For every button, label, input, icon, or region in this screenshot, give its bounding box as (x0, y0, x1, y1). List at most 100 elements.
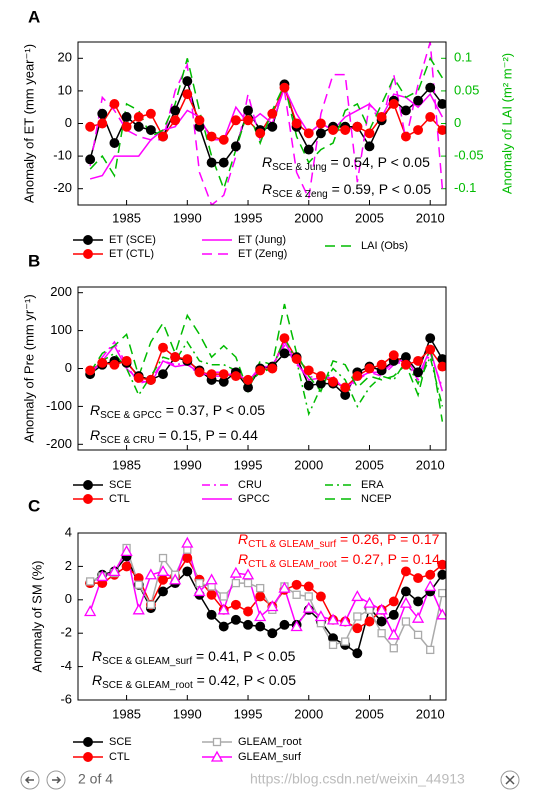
legend-label: CTL (109, 493, 130, 505)
marker (158, 574, 168, 585)
annotation-r: R (90, 402, 100, 418)
marker (279, 333, 290, 344)
marker (158, 131, 168, 142)
marker (399, 596, 413, 608)
pagination: 2 of 4 (78, 771, 113, 787)
marker (388, 609, 399, 620)
marker (145, 108, 156, 119)
annotation-r: R (92, 672, 102, 688)
marker (218, 621, 229, 632)
marker (243, 115, 253, 126)
y-axis-label: Anomaly of SM (%) (29, 561, 44, 673)
marker (413, 95, 424, 106)
legend-item: GPCC (202, 493, 270, 505)
marker (133, 373, 144, 383)
marker (315, 128, 326, 139)
annotation-r: R (238, 551, 248, 567)
series-line (89, 85, 443, 141)
legend-label: SCE (109, 479, 132, 491)
marker (206, 589, 217, 600)
marker (97, 357, 108, 368)
x-tick-label: 1990 (173, 706, 202, 721)
close-button[interactable] (500, 770, 520, 790)
marker (279, 619, 290, 630)
marker (291, 118, 302, 129)
plot-frame (77, 286, 447, 451)
marker (425, 344, 436, 355)
prev-button[interactable] (20, 770, 40, 790)
panel: B Anomaly of Pre (mm yr⁻¹) -200 -100 0 100 200… (21, 251, 447, 505)
next-button[interactable] (46, 770, 66, 790)
marker (256, 583, 265, 593)
x-tick-label: 2010 (416, 210, 445, 225)
marker (85, 577, 95, 586)
marker (425, 82, 436, 93)
marker (144, 568, 157, 580)
annotation: RSCE & Jung = 0.54, P < 0.05 (262, 154, 430, 173)
legend-item: ERA (325, 479, 384, 491)
marker (170, 352, 181, 363)
watermark: https://blog.csdn.net/weixin_44913 (250, 771, 465, 787)
x-tick-label: 2010 (416, 706, 445, 721)
plot-area (85, 303, 446, 422)
legend-label: CRU (238, 479, 262, 491)
marker (212, 737, 222, 747)
marker (303, 128, 314, 139)
marker (109, 98, 120, 109)
marker (83, 494, 93, 504)
marker (230, 371, 241, 382)
marker (388, 98, 399, 109)
y-tick-label: -200 (46, 436, 72, 451)
marker (400, 105, 411, 116)
marker (121, 121, 132, 132)
x-tick-label: 1985 (112, 706, 141, 721)
marker (132, 603, 145, 615)
annotation-sub: SCE & GPCC (100, 410, 162, 421)
marker (400, 359, 411, 370)
marker (181, 536, 194, 548)
marker (304, 592, 313, 601)
annotation-sub: CTL & GLEAM_root (248, 559, 337, 570)
marker (267, 363, 278, 374)
marker (291, 579, 302, 590)
marker (437, 361, 446, 372)
marker (243, 578, 253, 588)
legend-label: ET (Zeng) (238, 248, 287, 260)
marker (339, 615, 352, 627)
legend-item: SCE (73, 479, 132, 491)
marker (279, 82, 290, 93)
marker (230, 141, 241, 152)
y-tick-label: -20 (53, 180, 72, 195)
marker (377, 629, 386, 638)
marker (352, 623, 363, 634)
legend-item: ET (SCE) (73, 234, 156, 246)
annotation-text: = 0.59, P < 0.05 (328, 181, 431, 197)
marker (278, 581, 291, 593)
plot-area (84, 536, 446, 659)
marker (255, 591, 266, 602)
marker (364, 363, 375, 374)
legend-label: NCEP (361, 493, 392, 505)
y2-tick-label: 0.1 (454, 50, 472, 65)
marker (231, 578, 241, 588)
x-tick-label: 2005 (355, 457, 384, 472)
marker (134, 580, 143, 589)
marker (389, 644, 398, 653)
annotation: RCTL & GLEAM_root = 0.27, P = 0.14 (238, 551, 440, 570)
marker (351, 590, 364, 602)
annotation-r: R (90, 427, 100, 443)
marker (230, 599, 241, 610)
marker (218, 134, 229, 145)
legend-item: ET (CTL) (73, 248, 154, 260)
annotation-text: = 0.42, P < 0.05 (193, 672, 296, 688)
annotation-sub: CTL & GLEAM_surf (248, 539, 336, 550)
y2-tick-label: 0.05 (454, 82, 479, 97)
marker (401, 617, 411, 626)
marker (182, 354, 193, 364)
y2-tick-label: -0.1 (454, 180, 476, 195)
marker (413, 367, 424, 378)
annotation-sub: SCE & GLEAM_root (102, 680, 193, 691)
annotation-r: R (262, 181, 272, 197)
legend-item: CTL (73, 751, 130, 763)
